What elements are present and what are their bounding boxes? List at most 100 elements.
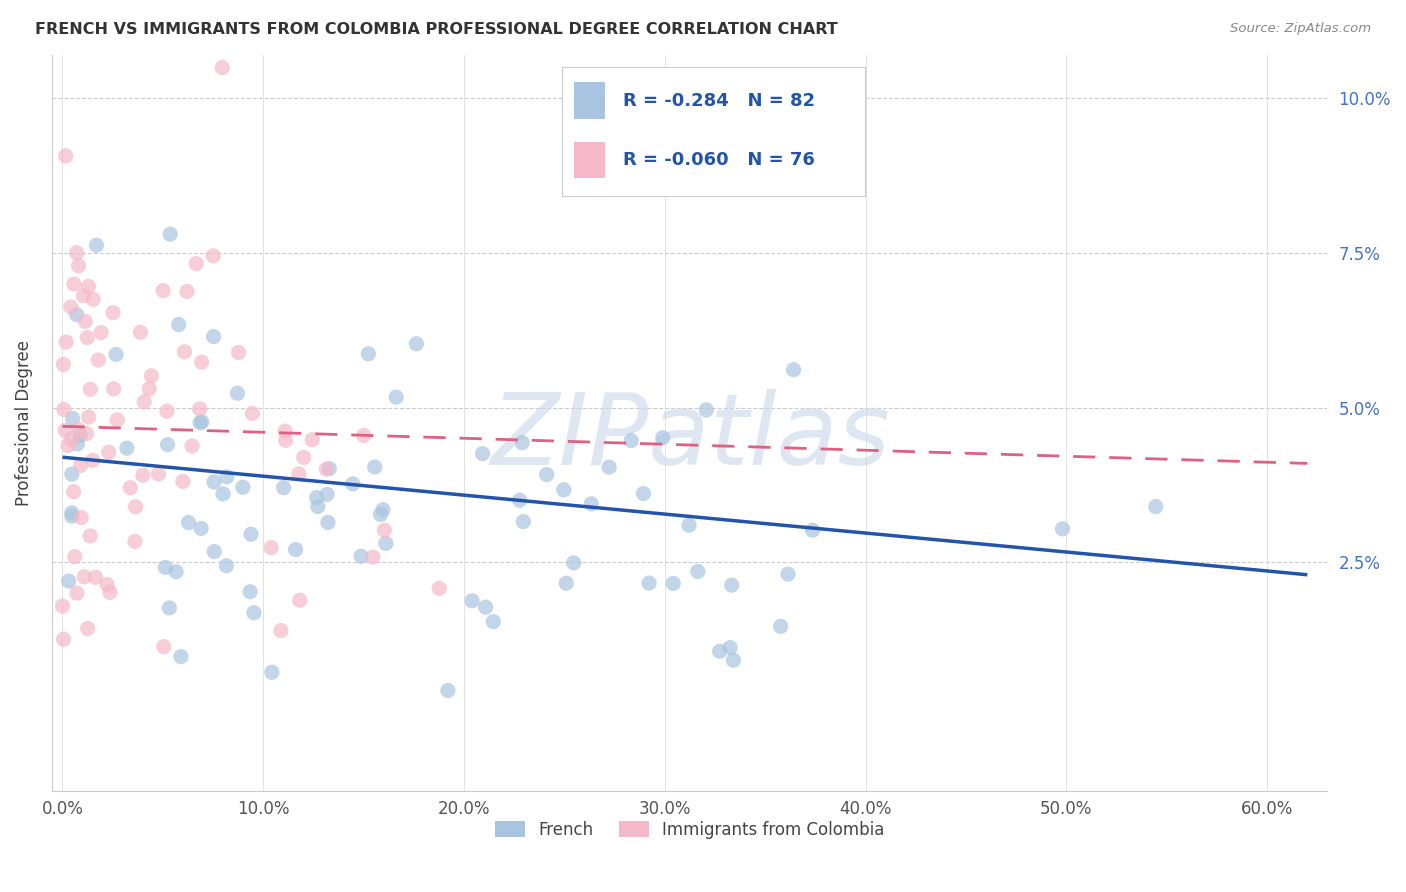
Point [709,644,731,658]
Point [202,249,225,263]
Point [242,407,264,421]
Point [620,434,643,448]
Point [90,326,112,340]
Point [190,355,212,369]
Point [239,584,262,599]
Point [202,475,225,489]
Point [638,576,661,591]
Point [52,358,75,372]
Point [385,390,408,404]
Point [86,238,108,252]
Point [512,515,534,529]
Point [474,600,496,615]
Point [87,353,110,368]
Point [60,509,83,524]
Point [270,624,292,638]
Point [124,500,146,514]
Point [62,411,84,425]
Point [437,683,460,698]
Point [66,586,89,600]
Point [374,536,396,550]
Point [82,453,104,467]
Point [70,510,93,524]
Point [51,599,73,613]
Point [69,428,91,442]
Point [152,640,174,654]
Point [76,330,98,344]
Point [232,480,254,494]
Point [353,428,375,442]
Point [132,468,155,483]
Point [373,523,395,537]
Point [56,439,79,453]
Point [141,368,163,383]
Point [461,594,484,608]
Point [260,665,283,680]
Point [155,560,177,574]
Point [173,344,195,359]
Point [370,508,392,522]
Point [188,402,211,417]
Point [120,481,142,495]
Point [79,383,101,397]
Point [134,395,156,409]
Point [371,502,394,516]
Point [361,550,384,565]
Point [471,446,494,460]
Point [316,487,339,501]
Point [79,529,101,543]
Point [172,475,194,489]
Point [1144,500,1167,514]
Text: ZIPatlas: ZIPatlas [489,390,890,486]
Point [357,347,380,361]
Point [52,632,75,647]
Point [124,534,146,549]
Point [176,285,198,299]
Point [427,582,450,596]
Point [288,593,311,607]
Point [555,576,578,591]
Point [215,469,238,483]
Legend: French, Immigrants from Colombia: French, Immigrants from Colombia [489,814,891,846]
Point [186,257,208,271]
Point [307,500,329,514]
Point [55,334,77,349]
Point [202,544,225,558]
Point [159,227,181,241]
Point [315,462,337,476]
Point [202,329,225,343]
Point [67,422,90,436]
Point [63,277,86,291]
Point [63,549,86,564]
Point [73,570,96,584]
Point [581,497,603,511]
Point [782,362,804,376]
Point [350,549,373,564]
Point [801,523,824,537]
Point [55,149,77,163]
Point [103,382,125,396]
Point [695,403,717,417]
Point [1052,522,1074,536]
Point [66,308,89,322]
Point [274,424,297,438]
Text: FRENCH VS IMMIGRANTS FROM COLOMBIA PROFESSIONAL DEGREE CORRELATION CHART: FRENCH VS IMMIGRANTS FROM COLOMBIA PROFE… [35,22,838,37]
Point [76,426,98,441]
Point [316,516,339,530]
Point [170,649,193,664]
Point [138,382,160,396]
Point [776,567,799,582]
Point [405,336,427,351]
Point [60,467,83,482]
Point [156,404,179,418]
Point [240,527,263,541]
Point [562,556,585,570]
Point [292,450,315,465]
Text: Source: ZipAtlas.com: Source: ZipAtlas.com [1230,22,1371,36]
Point [77,279,100,293]
Point [97,445,120,459]
Point [75,314,97,328]
Point [260,541,283,555]
Point [165,565,187,579]
Point [77,410,100,425]
